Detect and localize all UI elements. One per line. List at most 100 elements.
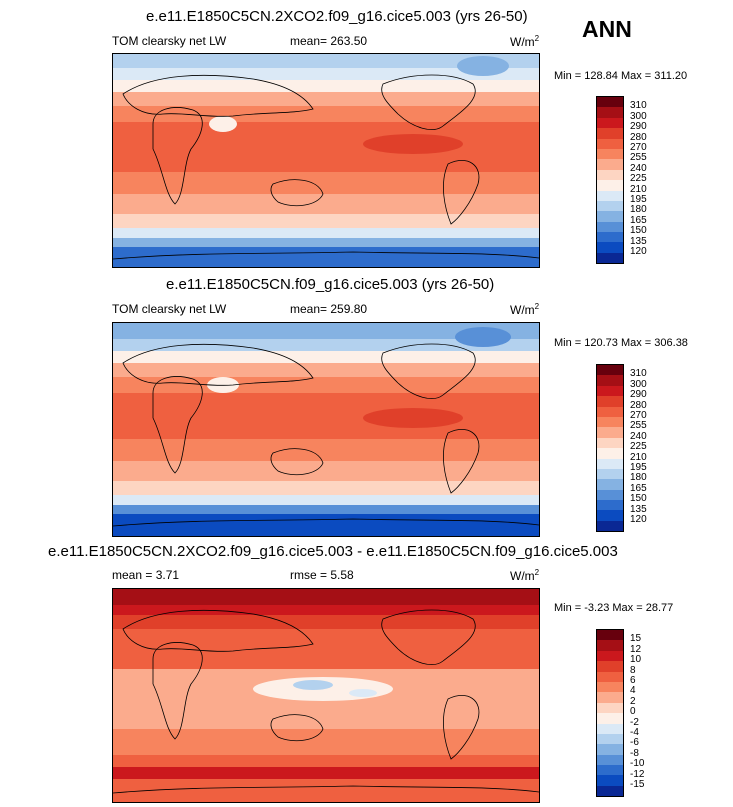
colorbar-swatch	[597, 702, 623, 714]
colorbar-swatch	[597, 458, 623, 469]
season-label: ANN	[582, 16, 632, 42]
panel-3-rmse: rmse = 5.58	[290, 568, 354, 582]
panel-2-map	[112, 322, 540, 537]
colorbar-label: 240	[630, 162, 647, 174]
colorbar-swatch	[597, 385, 623, 397]
panel-3-minmax: Min = -3.23 Max = 28.77	[554, 602, 674, 614]
colorbar-label: 135	[630, 503, 647, 515]
panel-3-map-svg	[113, 589, 539, 802]
panel-3-units: W/m2	[510, 568, 540, 583]
panel-2-colorbar-swatches	[596, 364, 624, 533]
panel-1-variable: TOM clearsky net LW	[112, 34, 227, 48]
colorbar-swatch	[597, 221, 623, 233]
colorbar-swatch	[597, 510, 623, 521]
colorbar-label: 210	[630, 183, 647, 195]
colorbar-label: 10	[630, 654, 642, 666]
colorbar-swatch	[597, 180, 623, 191]
panel-1-mean: mean= 263.50	[290, 34, 368, 48]
colorbar-swatch	[597, 148, 623, 160]
colorbar-label: 0	[630, 706, 636, 718]
panel-2-variable: TOM clearsky net LW	[112, 302, 227, 316]
colorbar-label: 225	[630, 173, 647, 185]
colorbar-swatch	[597, 640, 623, 651]
colorbar-label: 8	[630, 664, 636, 676]
colorbar-label: 6	[630, 675, 636, 686]
colorbar-label: -6	[630, 737, 639, 749]
colorbar-label: 290	[630, 389, 647, 401]
colorbar-swatch	[597, 520, 623, 532]
panel-2-units: W/m2	[510, 302, 540, 317]
colorbar-swatch	[597, 107, 623, 118]
colorbar-swatch	[597, 252, 623, 264]
colorbar-label: 165	[630, 482, 647, 494]
colorbar-swatch	[597, 489, 623, 501]
colorbar-label: 270	[630, 410, 647, 421]
colorbar-swatch	[597, 500, 623, 511]
colorbar-label: 12	[630, 643, 642, 655]
colorbar-label: 280	[630, 131, 647, 143]
colorbar-swatch	[597, 232, 623, 243]
colorbar-label: 165	[630, 214, 647, 226]
panel-2-map-svg	[113, 323, 539, 536]
colorbar-swatch	[597, 159, 623, 170]
colorbar-swatch	[597, 437, 623, 449]
panel-1-title: e.e11.E1850C5CN.2XCO2.f09_g16.cice5.003 …	[146, 8, 528, 25]
panel-2-minmax: Min = 120.73 Max = 306.38	[554, 337, 688, 349]
colorbar-swatch	[597, 427, 623, 438]
panel-1-units: W/m2	[510, 34, 540, 49]
panel-1-map	[112, 53, 540, 268]
panel-3-colorbar-swatches	[596, 629, 624, 798]
colorbar-label: 2	[630, 695, 636, 707]
colorbar-swatch	[597, 190, 623, 201]
colorbar-swatch	[597, 200, 623, 212]
colorbar-label: 255	[630, 152, 647, 164]
colorbar-swatch	[597, 775, 623, 786]
colorbar-label: -4	[630, 727, 639, 738]
colorbar-label: 310	[630, 100, 647, 112]
panel-3-colorbar: 15 12 10 8 6 4 2 0 -2 -4 -6 -8 -10 -12 -15	[596, 629, 644, 798]
colorbar-label: -8	[630, 747, 639, 759]
colorbar-swatch	[597, 128, 623, 139]
colorbar-label: 150	[630, 225, 647, 237]
colorbar-swatch	[597, 169, 623, 181]
colorbar-label: 195	[630, 462, 647, 473]
colorbar-swatch	[597, 650, 623, 662]
colorbar-swatch	[597, 733, 623, 745]
colorbar-label: 210	[630, 451, 647, 463]
colorbar-label: 310	[630, 368, 647, 380]
panel-2-title: e.e11.E1850C5CN.f09_g16.cice5.003 (yrs 2…	[166, 276, 495, 293]
colorbar-swatch	[597, 242, 623, 253]
colorbar-swatch	[597, 723, 623, 734]
colorbar-swatch	[597, 138, 623, 149]
colorbar-label: -15	[630, 779, 645, 790]
colorbar-label: 180	[630, 204, 647, 216]
colorbar-swatch	[597, 375, 623, 386]
colorbar-swatch	[597, 661, 623, 672]
colorbar-swatch	[597, 468, 623, 480]
colorbar-label: 280	[630, 399, 647, 411]
colorbar-swatch	[597, 785, 623, 797]
panel-1-colorbar-swatches	[596, 96, 624, 265]
colorbar-swatch	[597, 406, 623, 417]
colorbar-label: -2	[630, 716, 639, 728]
colorbar-swatch	[597, 681, 623, 693]
colorbar-label: 180	[630, 472, 647, 484]
colorbar-swatch	[597, 211, 623, 222]
colorbar-swatch	[597, 416, 623, 428]
colorbar-label: 195	[630, 194, 647, 205]
colorbar-label: 270	[630, 142, 647, 153]
colorbar-swatch	[597, 117, 623, 129]
colorbar-label: 225	[630, 441, 647, 453]
colorbar-swatch	[597, 754, 623, 766]
panel-1-minmax: Min = 128.84 Max = 311.20	[554, 70, 688, 82]
colorbar-swatch	[597, 692, 623, 703]
colorbar-label: -12	[630, 768, 645, 780]
colorbar-label: 290	[630, 121, 647, 133]
colorbar-label: 4	[630, 685, 636, 697]
colorbar-label: 120	[630, 514, 647, 525]
colorbar-label: 300	[630, 378, 647, 390]
colorbar-label: 150	[630, 493, 647, 505]
panel-1-map-svg	[113, 54, 539, 267]
colorbar-swatch	[597, 744, 623, 755]
panel-2-colorbar: 310 300 290 280 270 255 240 225 210 195 180 165 150 1…	[596, 364, 647, 533]
